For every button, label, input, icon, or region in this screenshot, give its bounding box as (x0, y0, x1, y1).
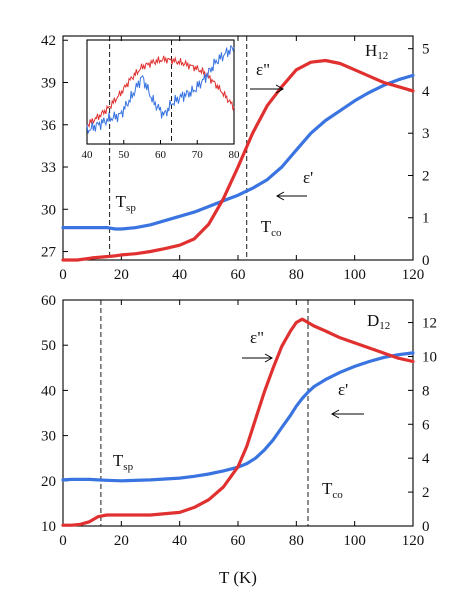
x-axis-label: T (K) (219, 568, 257, 587)
bottom-eps2-label: ε" (250, 328, 264, 347)
x-tick-label: 120 (402, 533, 425, 549)
bottom-eps2-arrow (242, 353, 274, 363)
y-right-tick-label: 4 (422, 451, 430, 467)
bottom-transition-markers: Tsp Tco (100, 300, 343, 526)
y-right-tick-label: 3 (422, 126, 430, 142)
x-tick-label: 20 (114, 267, 129, 283)
series-line-eps-imag (61, 58, 415, 262)
x-tick-label: 100 (343, 267, 366, 283)
y-right-tick-label: 2 (422, 168, 430, 184)
y-left-tick-label: 10 (41, 519, 56, 535)
transition-label-co: Tco (322, 479, 343, 501)
y-left-tick-label: 50 (41, 338, 56, 354)
x-tick-label: 120 (402, 267, 425, 283)
top-sample-label: H12 (365, 41, 388, 62)
y-right-tick-label: 5 (422, 42, 430, 58)
y-left-tick-label: 20 (41, 474, 56, 490)
bottom-panel: 0 20 40 60 80 100 120 10 20 30 40 50 60 0 2 4 6 8 10 12 T… (41, 293, 437, 587)
inset-series-line-eps-real (86, 44, 235, 134)
bottom-eps1-arrow (330, 409, 364, 419)
inset-x-tick-label: 70 (192, 149, 204, 161)
y-left-tick-label: 30 (41, 202, 56, 218)
bottom-x-ticks: 0 20 40 60 80 100 120 (59, 300, 424, 549)
x-tick-label: 60 (231, 533, 246, 549)
y-right-tick-label: 10 (422, 349, 437, 365)
series-line-eps-imag (61, 317, 415, 527)
transition-label-sp: Tsp (116, 192, 137, 214)
y-left-tick-label: 36 (41, 118, 57, 134)
bottom-series-group (61, 317, 415, 527)
inset: 40 50 60 70 80 (82, 39, 241, 161)
y-left-tick-label: 39 (41, 75, 56, 91)
inset-frame (86, 39, 235, 145)
y-right-tick-label: 1 (422, 211, 430, 227)
x-tick-label: 40 (172, 533, 187, 549)
x-tick-label: 100 (343, 533, 366, 549)
top-panel: 0 20 40 60 80 100 120 27 30 33 36 39 42 0 1 2 3 4 5 Tsp T… (41, 33, 430, 283)
inset-series-line-eps-imag (86, 55, 235, 129)
transition-label-co: Tco (261, 217, 282, 239)
bottom-sample-label: D12 (367, 311, 390, 332)
y-right-tick-label: 12 (422, 316, 437, 332)
y-right-tick-label: 6 (422, 417, 430, 433)
x-tick-label: 40 (172, 267, 187, 283)
bottom-plot-frame (62, 299, 414, 527)
top-series-group (61, 58, 415, 262)
series-line-eps-real (61, 73, 415, 231)
bottom-eps1-label: ε' (338, 380, 348, 399)
inset-series-group (86, 44, 235, 134)
y-left-tick-label: 42 (41, 33, 56, 49)
inset-x-tick-label: 40 (82, 149, 94, 161)
series-line-eps-real (61, 351, 415, 483)
top-x-ticks: 0 20 40 60 80 100 120 (59, 36, 424, 283)
y-left-tick-label: 40 (41, 383, 56, 399)
top-plot-frame (62, 35, 414, 261)
y-right-tick-label: 4 (422, 84, 430, 100)
y-right-tick-label: 0 (422, 519, 430, 535)
transition-label-sp: Tsp (113, 451, 134, 473)
x-tick-label: 20 (114, 533, 129, 549)
top-eps1-arrow (275, 191, 307, 201)
y-right-tick-label: 2 (422, 485, 430, 501)
top-y-left-ticks: 27 30 33 36 39 42 (41, 33, 68, 261)
top-eps1-label: ε' (303, 168, 313, 187)
y-right-tick-label: 8 (422, 383, 430, 399)
x-tick-label: 60 (231, 267, 246, 283)
y-left-tick-label: 60 (41, 293, 56, 309)
x-tick-label: 0 (59, 267, 67, 283)
y-left-tick-label: 30 (41, 429, 56, 445)
y-right-tick-label: 0 (422, 253, 430, 269)
top-eps2-arrow (250, 84, 285, 94)
bottom-y-left-ticks: 10 20 30 40 50 60 (41, 293, 68, 535)
inset-x-tick-label: 80 (229, 149, 241, 161)
top-eps2-label: ε" (256, 60, 270, 79)
top-y-right-ticks: 0 1 2 3 4 5 (408, 42, 430, 269)
y-left-tick-label: 27 (41, 245, 57, 261)
x-tick-label: 80 (289, 533, 304, 549)
inset-x-ticks: 40 50 60 70 80 (82, 140, 241, 161)
inset-x-tick-label: 60 (155, 149, 167, 161)
y-left-tick-label: 33 (41, 160, 56, 176)
x-tick-label: 0 (59, 533, 67, 549)
bottom-y-right-ticks: 0 2 4 6 8 10 12 (408, 316, 437, 535)
inset-x-tick-label: 50 (118, 149, 130, 161)
x-tick-label: 80 (289, 267, 304, 283)
